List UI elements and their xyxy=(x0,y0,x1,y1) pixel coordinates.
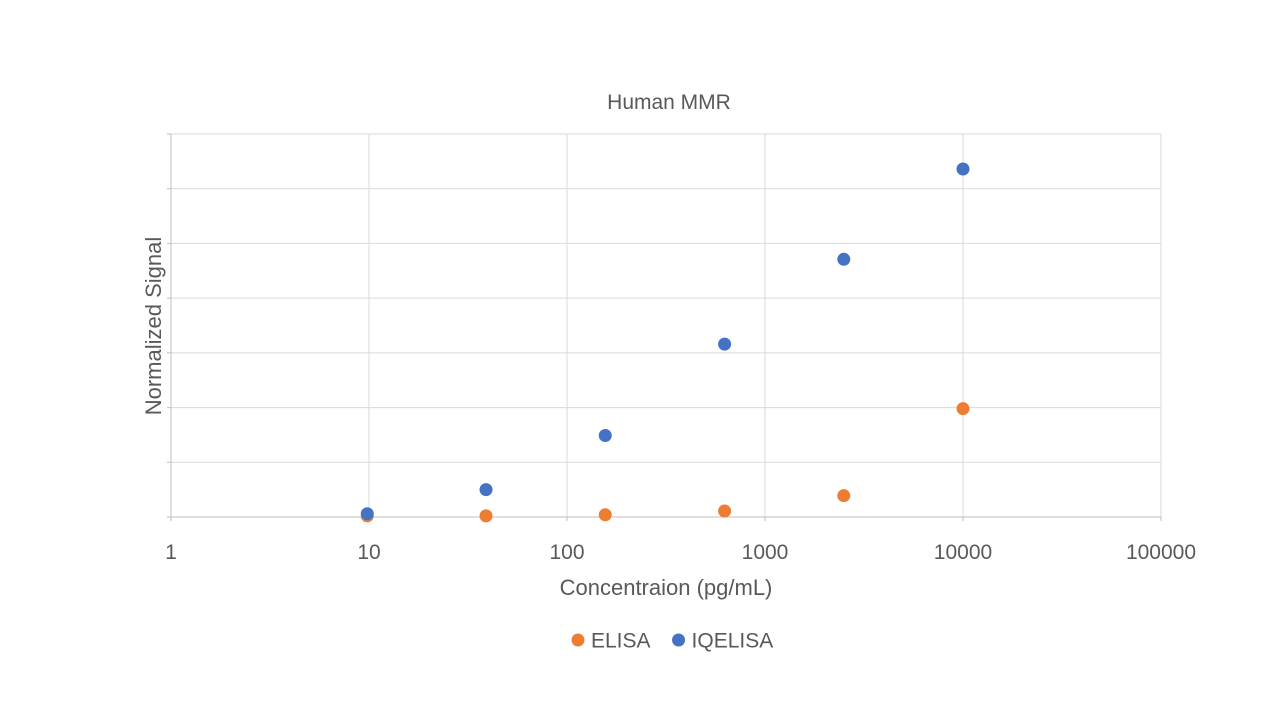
elisa-legend-label: ELISA xyxy=(591,630,651,653)
iqelisa-point xyxy=(598,428,612,442)
x-tick-label: 1000 xyxy=(742,541,789,564)
x-tick-label: 1 xyxy=(165,541,177,564)
iqelisa-point xyxy=(360,507,374,521)
legend: ELISA IQELISA xyxy=(571,630,774,653)
data-points xyxy=(360,162,970,523)
x-tick-label: 10000 xyxy=(934,541,992,564)
x-tick-label: 100 xyxy=(549,541,584,564)
x-tick-labels: 1 10 100 1000 10000 100000 xyxy=(165,541,1196,564)
gridlines xyxy=(171,133,1162,517)
iqelisa-legend-label: IQELISA xyxy=(692,630,774,653)
chart-title: Human MMR xyxy=(607,91,731,114)
axes xyxy=(167,133,1162,521)
elisa-point xyxy=(718,504,732,518)
x-axis-title: Concentraion (pg/mL) xyxy=(560,575,773,600)
elisa-point xyxy=(479,509,493,523)
elisa-legend-marker xyxy=(571,633,585,647)
iqelisa-point xyxy=(956,162,970,176)
iqelisa-point xyxy=(718,337,732,351)
y-axis-title: Normalized Signal xyxy=(141,237,166,416)
elisa-point xyxy=(598,508,612,522)
iqelisa-point xyxy=(479,483,493,497)
elisa-point xyxy=(956,402,970,416)
iqelisa-legend-marker xyxy=(672,633,686,647)
x-tick-label: 100000 xyxy=(1126,541,1196,564)
x-tick-label: 10 xyxy=(357,541,380,564)
elisa-point xyxy=(837,489,851,503)
iqelisa-point xyxy=(837,252,851,266)
